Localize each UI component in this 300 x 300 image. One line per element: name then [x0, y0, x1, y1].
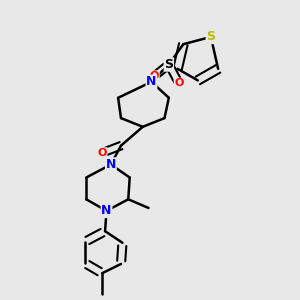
Text: S: S — [164, 58, 173, 71]
Text: N: N — [106, 158, 116, 171]
Text: O: O — [150, 71, 159, 81]
Text: S: S — [206, 30, 215, 44]
Text: N: N — [146, 75, 157, 88]
Text: O: O — [98, 148, 107, 158]
Text: O: O — [174, 78, 184, 88]
Text: N: N — [101, 204, 112, 218]
